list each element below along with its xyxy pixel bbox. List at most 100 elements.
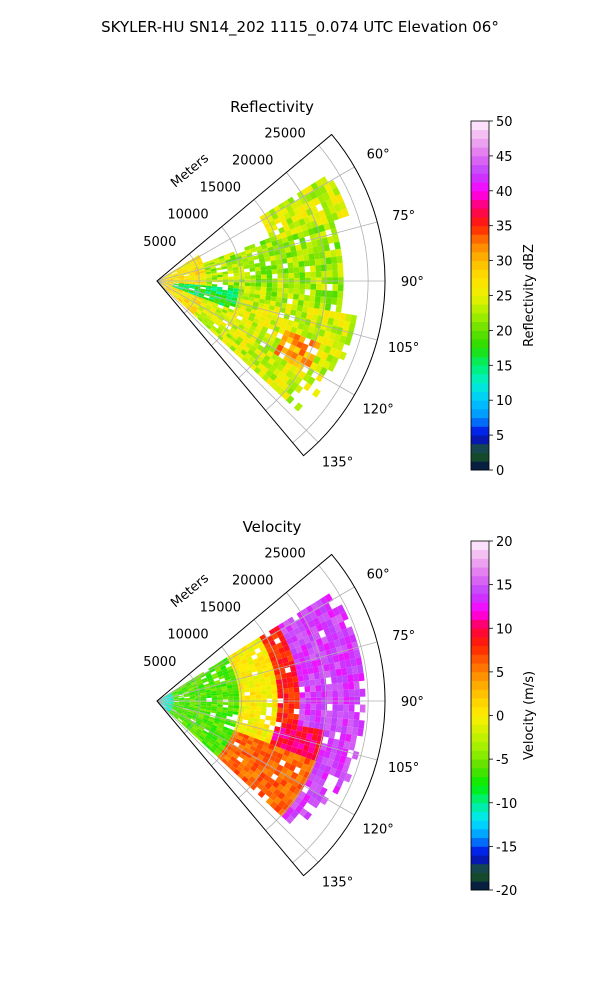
colorbar-segment [471,663,489,672]
radar-cell [309,296,315,303]
radar-cell [206,282,212,284]
colorbar-segment [471,733,489,742]
radar-cell [286,672,292,678]
radial-tick-label: 15000 [200,181,241,196]
radar-cell [316,710,322,717]
radar-cell [239,286,245,290]
azimuth-tick-label: 75° [392,629,415,644]
radar-cell [239,276,245,280]
radar-cell [288,708,294,714]
colorbar-segment [471,391,489,400]
radar-cell [337,256,343,264]
colorbar-segment [471,138,489,147]
colorbar-segment [471,567,489,576]
radar-cell [326,264,332,271]
radar-cell [223,282,229,285]
radar-cell [294,283,300,289]
radar-cell [310,710,316,716]
radar-cell [179,695,185,697]
radar-cell [277,708,283,713]
radial-tick-label: 15000 [200,601,241,616]
colorbar-segment [471,811,489,820]
colorbar-segment [471,418,489,427]
radar-cell [266,291,272,296]
radar-cell [331,676,337,684]
radar-cell [331,718,337,726]
colorbar-segment [471,200,489,209]
radar-cell [201,282,207,284]
radar-cell [353,720,359,728]
radar-cell [335,249,342,257]
radar-cell [304,680,310,686]
radar-cell [348,682,354,690]
radar-cell [288,293,294,299]
radar-cell [261,703,267,707]
colorbar-segment [471,593,489,602]
radar-cell [343,704,349,711]
colorbar-segment [471,698,489,707]
reflectivity-panel: Reflectivity500010000150002000025000Mete… [143,98,537,479]
radar-cell [303,301,309,308]
radar-cell [349,704,355,712]
radar-cell [261,275,267,279]
radar-cell [342,675,348,683]
radar-cell [294,703,300,709]
colorbar-segment [471,716,489,725]
radar-cell [325,304,331,311]
radar-cell [310,704,316,710]
colorbar-segment [471,400,489,409]
radar-cell [338,690,344,697]
radar-cell [267,274,273,279]
colorbar-segment [471,750,489,759]
radar-cell [326,297,332,304]
colorbar-segment [471,156,489,165]
radar-cell [212,697,218,700]
radar-cell [303,674,309,681]
colorbar-segment [471,278,489,287]
colorbar-segment [471,147,489,156]
radar-cell [336,305,343,313]
radar-cell [302,726,308,733]
radar-cell [354,712,360,720]
radar-cell [267,283,273,288]
radar-cell [337,676,343,684]
radar-cell [315,259,321,266]
colorbar-segment [471,654,489,663]
radar-cell [297,250,303,257]
radar-cell [293,262,299,268]
colorbar-tick-label: 30 [496,255,513,270]
radar-cell [358,673,364,682]
radar-cell [305,284,311,290]
colorbar-segment [471,330,489,339]
radar-cell [349,689,355,697]
radar-cell [330,250,337,258]
radar-cell [305,709,311,715]
radar-cell [299,709,305,715]
colorbar-segment [471,777,489,786]
radar-cell [321,290,327,297]
radar-cell [255,267,261,272]
radar-cell [278,694,284,699]
colorbar-segment [471,226,489,235]
radar-cell [272,283,278,288]
radar-cell [272,287,278,292]
colorbar-segment [471,611,489,620]
colorbar-segment [471,243,489,252]
radar-cell [315,265,321,272]
colorbar-tick-label: 45 [496,150,513,165]
radar-cell [287,718,293,724]
radar-cell [286,303,292,309]
radar-cell [332,704,338,711]
radial-tick-label: 25000 [264,126,305,141]
radar-cell [228,276,234,279]
radar-cell [249,268,255,272]
azimuth-tick-label: 135° [322,456,353,471]
radar-cell [315,679,321,686]
colorbar-segment [471,461,489,470]
radar-cell [315,685,321,692]
radar-cell [288,288,294,294]
radar-cell [304,295,310,301]
radar-cell [239,272,245,276]
radar-cell [292,256,298,262]
